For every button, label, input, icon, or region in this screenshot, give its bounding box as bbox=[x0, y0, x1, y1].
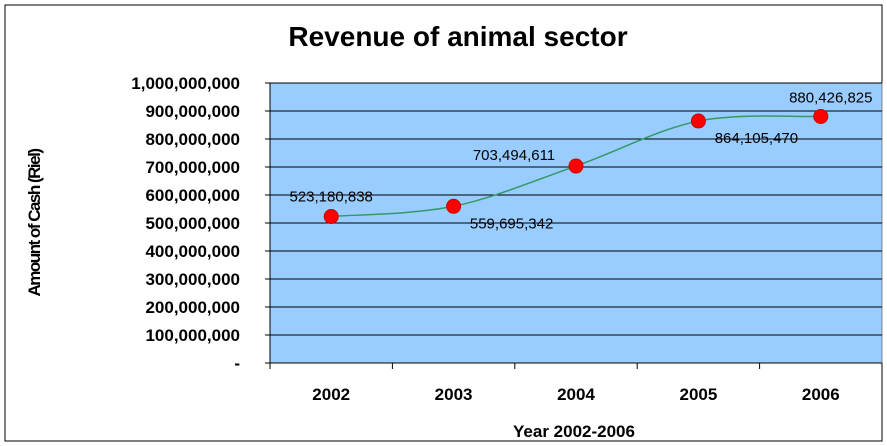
data-label: 703,494,611 bbox=[473, 147, 555, 164]
y-tick-label: - bbox=[234, 354, 240, 373]
x-tick-label: 2004 bbox=[557, 385, 595, 404]
y-tick-label: 200,000,000 bbox=[145, 298, 240, 317]
y-tick-labels: - 100,000,000 200,000,000 300,000,000 400,00… bbox=[131, 74, 240, 373]
data-point-marker bbox=[568, 158, 584, 174]
y-tick-label: 700,000,000 bbox=[145, 158, 240, 177]
data-label: 559,695,342 bbox=[470, 215, 553, 232]
x-tick-label: 2005 bbox=[679, 385, 717, 404]
x-tick-label: 2002 bbox=[312, 385, 350, 404]
x-tick-label: 2003 bbox=[435, 385, 473, 404]
data-point-marker bbox=[446, 198, 462, 214]
chart-title: Revenue of animal sector bbox=[288, 21, 627, 52]
y-tick-label: 1,000,000,000 bbox=[131, 74, 240, 93]
y-tick-label: 300,000,000 bbox=[145, 270, 240, 289]
data-point-marker bbox=[813, 108, 829, 124]
y-tick-label: 400,000,000 bbox=[145, 242, 240, 261]
y-tick-label: 800,000,000 bbox=[145, 130, 240, 149]
data-markers bbox=[323, 108, 829, 225]
y-tick-label: 500,000,000 bbox=[145, 214, 240, 233]
data-label: 864,105,470 bbox=[715, 130, 798, 147]
x-tick-label: 2006 bbox=[802, 385, 840, 404]
data-label: 880,426,825 bbox=[789, 89, 872, 106]
axes bbox=[265, 82, 883, 369]
y-tick-label: 900,000,000 bbox=[145, 102, 240, 121]
x-axis-label: Year 2002-2006 bbox=[513, 422, 635, 441]
data-point-marker bbox=[323, 209, 339, 225]
y-axis-label: Amount of Cash (Riel) bbox=[25, 149, 44, 297]
grid-lines bbox=[270, 82, 882, 336]
x-tick-labels: 2002 2003 2004 2005 2006 bbox=[312, 385, 839, 404]
data-point-marker bbox=[690, 113, 706, 129]
y-tick-label: 100,000,000 bbox=[145, 326, 240, 345]
data-label: 523,180,838 bbox=[289, 189, 372, 206]
y-tick-label: 600,000,000 bbox=[145, 186, 240, 205]
data-labels: 523,180,838 559,695,342 703,494,611 864,105… bbox=[289, 89, 872, 232]
